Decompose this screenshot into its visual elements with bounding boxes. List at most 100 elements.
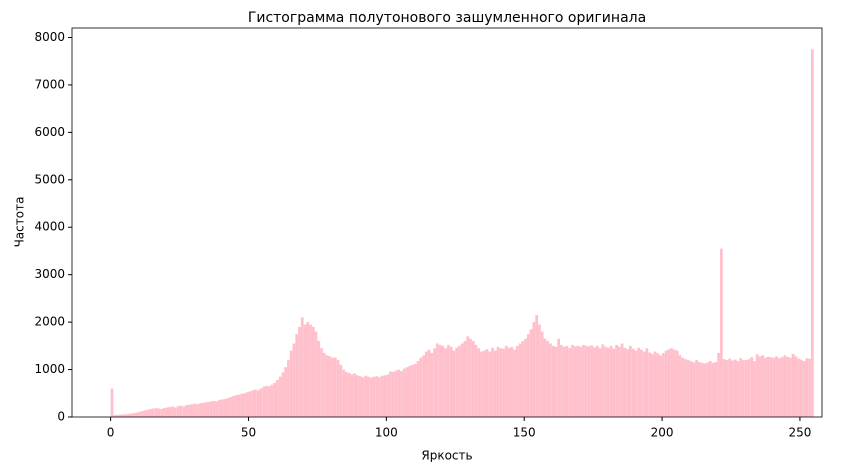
bar [742, 360, 745, 417]
bar [697, 361, 701, 417]
bar [717, 352, 720, 417]
bar [276, 379, 279, 417]
bar [220, 399, 224, 417]
bar [168, 407, 172, 417]
bar [339, 364, 343, 417]
bar [535, 315, 538, 417]
bar [402, 368, 406, 417]
bar [143, 410, 147, 417]
bar [684, 359, 687, 417]
bar [452, 350, 456, 417]
bar [609, 345, 613, 417]
bar [176, 406, 180, 417]
bar [215, 401, 219, 417]
bar [430, 352, 434, 417]
bar [769, 357, 773, 417]
bar [681, 357, 685, 417]
bar [678, 355, 682, 417]
bar [132, 412, 136, 417]
bar [612, 348, 616, 417]
bar [383, 375, 387, 417]
bar [149, 408, 152, 417]
bar [480, 351, 483, 417]
bar [174, 407, 177, 417]
bar [262, 386, 266, 417]
bar [471, 341, 475, 417]
bar [234, 395, 238, 417]
bar [667, 349, 671, 417]
bar [154, 408, 158, 417]
y-tick-label: 1000 [34, 362, 65, 376]
bar [733, 359, 737, 417]
bar [700, 362, 704, 417]
bar [568, 348, 572, 417]
bar [504, 345, 508, 417]
bar [325, 355, 329, 417]
bar [165, 407, 169, 417]
bar [537, 324, 541, 417]
bar [303, 324, 307, 417]
bar [160, 408, 163, 417]
bar [706, 362, 709, 417]
bar [369, 377, 373, 417]
bar [714, 361, 718, 417]
bar [805, 358, 809, 417]
bar [179, 405, 183, 417]
bar [802, 361, 806, 417]
bar [242, 393, 246, 417]
bar [298, 326, 301, 417]
bar [766, 356, 770, 417]
bar [317, 341, 321, 417]
bar [562, 346, 566, 417]
bar [582, 344, 585, 417]
bar [477, 348, 481, 417]
bar [783, 355, 787, 417]
bar [127, 413, 130, 417]
bar [380, 375, 384, 417]
bar [447, 344, 450, 417]
bar [201, 402, 205, 417]
bar [140, 411, 144, 417]
bar [799, 359, 803, 417]
bar [397, 369, 401, 417]
bar [648, 352, 652, 417]
bar [620, 343, 624, 417]
bar [725, 360, 729, 417]
bar [491, 347, 494, 417]
bar [651, 353, 654, 417]
bar [300, 317, 304, 417]
bar [810, 49, 814, 417]
bar [637, 347, 641, 417]
bar [543, 338, 547, 417]
bar [253, 389, 257, 417]
bar [786, 356, 789, 417]
bar [617, 346, 621, 417]
bar [259, 388, 263, 417]
bar [513, 349, 516, 417]
bar [378, 377, 381, 417]
bar [731, 360, 734, 417]
bar [441, 345, 445, 417]
bar [455, 347, 459, 417]
plot-frame [71, 27, 823, 418]
bar [521, 341, 525, 417]
bar [182, 406, 186, 417]
bar [719, 248, 723, 417]
bar [755, 354, 759, 417]
bar [116, 414, 119, 417]
bar [256, 390, 260, 417]
bar [474, 344, 478, 417]
bar [623, 347, 627, 417]
bar [758, 356, 762, 417]
bar [507, 347, 511, 417]
bar [565, 345, 569, 417]
bar [703, 363, 707, 417]
bar [364, 375, 368, 417]
bar [416, 361, 420, 417]
bar [347, 372, 351, 417]
bar [151, 408, 155, 417]
bar [482, 350, 486, 417]
bar [601, 344, 605, 417]
y-tick-label: 5000 [34, 172, 65, 186]
bar [659, 355, 663, 417]
